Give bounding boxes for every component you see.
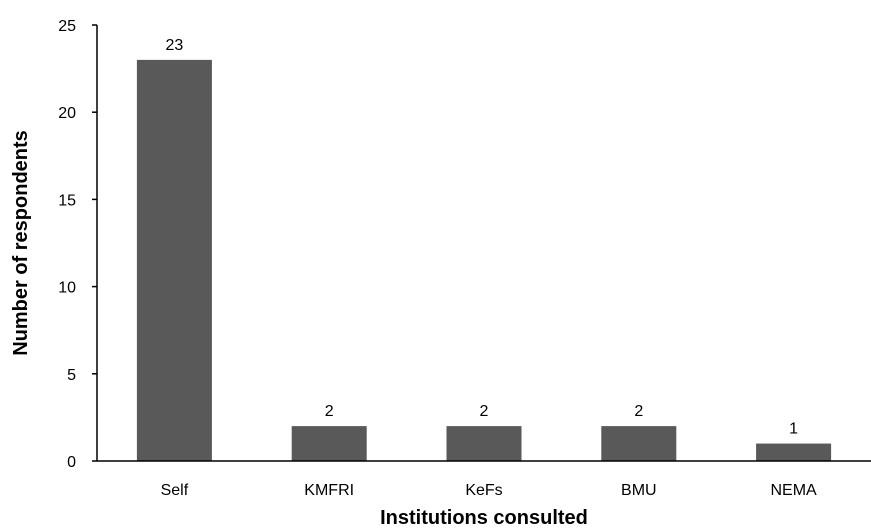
x-tick-label: KMFRI <box>304 482 354 499</box>
bar <box>601 426 677 461</box>
y-tick-label: 10 <box>58 280 76 297</box>
x-tick-label: KeFs <box>465 482 502 499</box>
data-labels: 23 2 2 2 1 <box>166 37 799 438</box>
bar-data-label: 2 <box>634 403 643 420</box>
y-tick-label: 5 <box>67 367 76 384</box>
x-axis-title: Institutions consulted <box>380 507 588 529</box>
x-axis-ticks: Self KMFRI KeFs BMU NEMA <box>161 482 817 499</box>
y-tick-label: 25 <box>58 18 76 35</box>
x-tick-label: NEMA <box>770 482 817 499</box>
y-axis-ticks: 0 5 10 15 20 25 <box>58 18 97 471</box>
bar-data-label: 2 <box>325 403 334 420</box>
bar-data-label: 1 <box>789 421 798 438</box>
x-tick-label: BMU <box>621 482 657 499</box>
bars <box>136 59 832 461</box>
y-tick-label: 20 <box>58 105 76 122</box>
y-tick-label: 15 <box>58 192 76 209</box>
x-tick-label: Self <box>161 482 189 499</box>
bar <box>756 443 832 461</box>
bar <box>291 426 367 461</box>
y-axis-title: Number of respondents <box>10 130 32 356</box>
bar <box>136 59 212 461</box>
y-tick-label: 0 <box>67 454 76 471</box>
bar <box>446 426 522 461</box>
bar-data-label: 2 <box>480 403 489 420</box>
bar-data-label: 23 <box>166 37 184 54</box>
